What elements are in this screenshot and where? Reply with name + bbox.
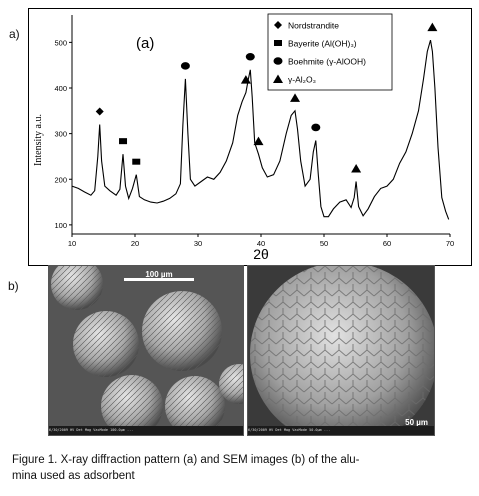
- circle-peak-marker: [245, 52, 255, 61]
- y-tick-label: 500: [54, 38, 67, 47]
- panel-b-label: b): [8, 279, 19, 293]
- triangle-peak-marker: [253, 136, 264, 146]
- square-peak-marker: [119, 138, 128, 145]
- y-tick-label: 100: [54, 221, 67, 230]
- sem-image-left: 100 µm 6/30/2009 HV Det Mag VacMode 100.…: [48, 265, 244, 436]
- chart-legend: Nordstrandite Bayerite (Al(OH)₃) Boehmite …: [267, 13, 393, 91]
- x-tick-label: 70: [446, 239, 454, 248]
- figure-caption: Figure 1. X-ray diffraction pattern (a) …: [12, 452, 467, 484]
- sem-left-scale-bar: [124, 278, 194, 281]
- legend-box: [267, 13, 393, 91]
- xrd-chart: 10 20 30 40 50 60 70 100 200 300 400 500 Nordstrand…: [33, 13, 454, 262]
- legend-circle-icon: [273, 57, 283, 65]
- triangle-peak-marker: [240, 75, 251, 84]
- sem-right-texture: 50 µm: [248, 266, 434, 435]
- x-tick-label: 10: [68, 239, 76, 248]
- sem-left-footer: 6/30/2009 HV Det Mag VacMode 100.0µm ...: [49, 426, 243, 435]
- legend-label: γ-Al₂O₃: [288, 75, 316, 85]
- sem-left-scale-label: 100 µm: [145, 270, 172, 279]
- y-tick-label: 200: [54, 175, 67, 184]
- legend-triangle-icon: [273, 74, 283, 83]
- sem-image-right: 50 µm 6/30/2009 HV Det Mag VacMode 50.0µ…: [247, 265, 435, 436]
- x-tick-label: 40: [257, 239, 265, 248]
- x-tick-label: 60: [383, 239, 391, 248]
- circle-peak-marker: [311, 123, 321, 132]
- legend-label: Nordstrandite: [288, 21, 339, 31]
- caption-line-1: Figure 1. X-ray diffraction pattern (a) …: [12, 454, 360, 466]
- y-tick-label: 300: [54, 130, 67, 139]
- circle-peak-marker: [180, 62, 190, 70]
- legend-label: Boehmite (γ-AlOOH): [288, 57, 366, 67]
- chart-inset-label: (a): [136, 35, 154, 52]
- x-axis-label: 2θ: [253, 246, 269, 262]
- diamond-peak-marker: [95, 107, 104, 116]
- triangle-peak-marker: [427, 22, 438, 32]
- caption-line-2: mina used as adsorbent: [12, 470, 135, 482]
- sem-left-particles: [51, 266, 243, 435]
- triangle-peak-marker: [351, 164, 362, 173]
- x-tick-label: 50: [320, 239, 328, 248]
- y-axis-label: Intensity a.u.: [33, 114, 44, 166]
- chart-axes: 10 20 30 40 50 60 70 100 200 300 400 500: [54, 15, 454, 248]
- panel-a-label: a): [9, 27, 20, 41]
- xrd-series-line: [71, 39, 450, 220]
- x-tick-label: 20: [131, 239, 139, 248]
- sem-right-scale-label: 50 µm: [405, 418, 428, 427]
- legend-square-icon: [274, 40, 282, 46]
- chart-series: [71, 39, 450, 220]
- square-peak-marker: [132, 158, 141, 165]
- sem-left-texture: 100 µm: [49, 266, 243, 435]
- triangle-peak-marker: [290, 93, 301, 102]
- peak-markers: [95, 22, 438, 173]
- sem-right-footer: 6/30/2009 HV Det Mag VacMode 50.0µm ...: [248, 426, 434, 435]
- y-tick-label: 400: [54, 84, 67, 93]
- legend-diamond-icon: [274, 21, 282, 29]
- x-tick-label: 30: [194, 239, 202, 248]
- legend-label: Bayerite (Al(OH)₃): [288, 39, 357, 49]
